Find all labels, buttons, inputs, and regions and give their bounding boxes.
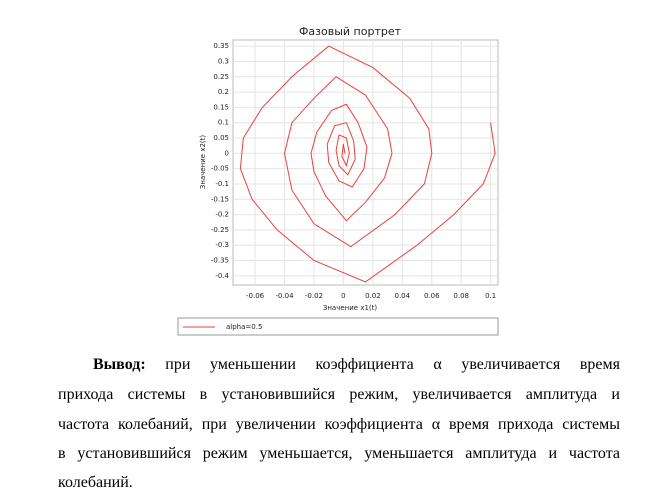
text-line: Вывод: при уменьшении коэффициента α уве… [93, 356, 620, 376]
y-tick-label: 0.25 [213, 73, 229, 81]
y-tick-label: 0.1 [218, 119, 229, 127]
x-tick-label: 0.08 [453, 292, 469, 300]
x-tick-label: -0.06 [246, 292, 265, 300]
text-line: частота колебаний, при увеличении коэффи… [58, 416, 620, 436]
y-tick-label: -0.3 [215, 241, 229, 249]
y-tick-label: 0.15 [213, 103, 229, 111]
x-tick-label: 0.06 [424, 292, 440, 300]
text-line: в установившийся режим уменьшается, умен… [58, 445, 620, 465]
chart-title: Фазовый портрет [299, 25, 402, 38]
legend-label: alpha=0.5 [226, 323, 262, 331]
x-tick-label: 0 [341, 292, 345, 300]
chart: Фазовый портрет Значение x1(t) Значение … [177, 25, 499, 336]
x-tick-label: 0.02 [365, 292, 381, 300]
y-tick-label: 0.2 [218, 88, 229, 96]
line-text: частота колебаний, при увеличении коэффи… [58, 416, 620, 433]
y-tick-label: -0.25 [211, 226, 229, 234]
line-text: колебаний. [58, 474, 133, 491]
y-tick-label: -0.4 [215, 272, 229, 280]
x-tick-label: 0.04 [395, 292, 411, 300]
x-tick-label: 0.1 [485, 292, 496, 300]
y-tick-label: 0 [225, 149, 229, 157]
y-tick-label: -0.2 [215, 211, 229, 219]
y-tick-label: 0.35 [213, 42, 229, 50]
y-tick-label: -0.35 [211, 257, 229, 265]
line-text: при уменьшении коэффициента α увеличивае… [145, 356, 620, 373]
plot-frame [232, 39, 499, 286]
y-axis-label: Значение x2(t) [199, 135, 207, 190]
x-axis-label: Значение x1(t) [323, 304, 378, 312]
data-line [239, 45, 496, 283]
y-tick-label: 0.3 [218, 57, 229, 65]
legend [177, 317, 499, 336]
x-tick-label: -0.02 [305, 292, 323, 300]
text-line: колебаний. [58, 474, 620, 494]
text-line: прихода системы в установившийся режим, … [58, 386, 620, 406]
line-text: в установившийся режим уменьшается, умен… [58, 445, 620, 462]
line-text: прихода системы в установившийся режим, … [58, 386, 620, 403]
x-tick-label: -0.04 [275, 292, 294, 300]
y-tick-label: 0.05 [213, 134, 229, 142]
y-tick-label: -0.1 [215, 180, 229, 188]
conclusion-label: Вывод: [93, 356, 146, 373]
y-tick-label: -0.05 [211, 165, 229, 173]
y-tick-label: -0.15 [211, 195, 229, 203]
